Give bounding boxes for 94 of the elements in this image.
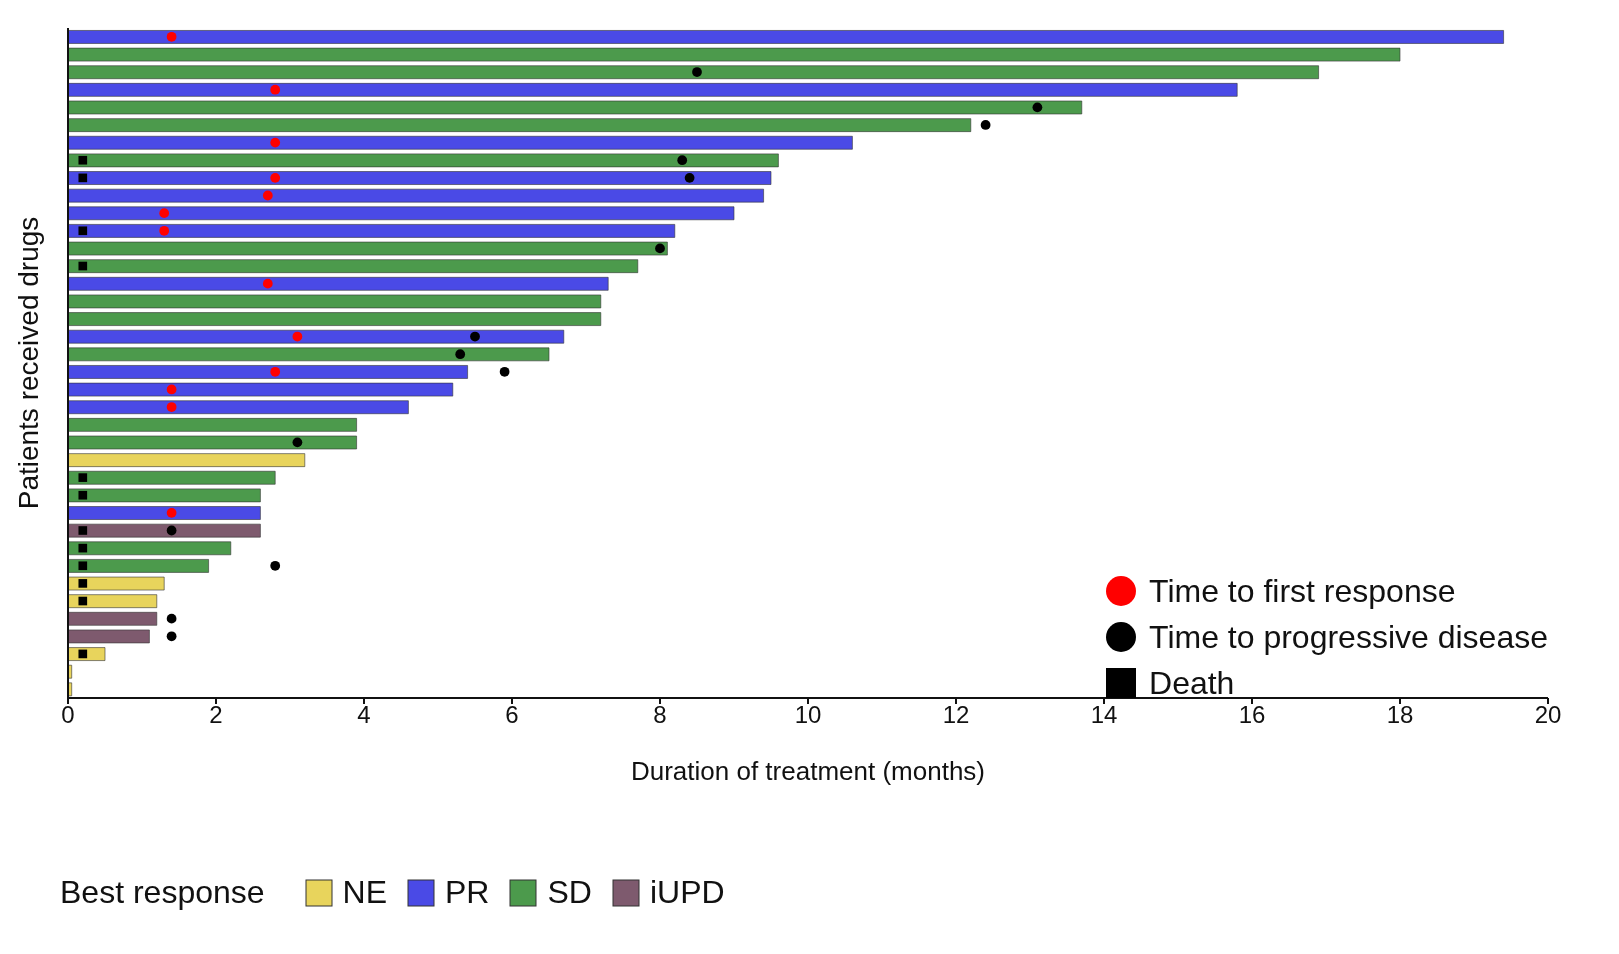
point [270, 366, 281, 377]
bar [68, 135, 853, 150]
point [166, 525, 177, 536]
bar [68, 241, 668, 256]
legend-title: Best response [60, 874, 265, 911]
bar [68, 118, 972, 132]
bar [68, 629, 150, 644]
point [166, 31, 177, 42]
point [270, 137, 281, 148]
point [78, 155, 88, 165]
bar [68, 171, 772, 185]
bar [68, 277, 609, 291]
point [455, 349, 466, 360]
point [78, 596, 88, 606]
bar [68, 83, 1238, 97]
legend-label: Death [1149, 664, 1235, 703]
legend-label: Time to first response [1149, 572, 1456, 611]
bar [68, 153, 779, 168]
point [166, 507, 177, 518]
point [166, 631, 177, 642]
point [78, 173, 88, 183]
bar [68, 506, 261, 520]
point [166, 402, 177, 412]
point [270, 560, 281, 571]
point [499, 366, 510, 377]
bar [68, 100, 1083, 115]
x-tick-label: 2 [209, 701, 223, 729]
bar [68, 523, 261, 538]
point [270, 172, 281, 183]
x-tick-label: 10 [794, 701, 822, 729]
point [78, 579, 88, 588]
bar [68, 347, 550, 362]
bar [68, 576, 165, 591]
bar [68, 206, 735, 221]
y-axis-title: Patients received drugs [12, 216, 44, 510]
point [692, 67, 702, 77]
x-tick-label: 12 [942, 701, 970, 729]
x-tick-label: 20 [1534, 701, 1562, 729]
bar [68, 329, 565, 344]
point [677, 155, 688, 166]
point [166, 384, 177, 395]
bar [68, 312, 602, 326]
point [78, 526, 88, 535]
x-tick-label: 6 [505, 701, 519, 729]
bar [68, 65, 1319, 80]
bar [68, 400, 409, 415]
bar [68, 594, 158, 608]
point [159, 208, 170, 219]
point [262, 190, 273, 201]
x-tick-label: 14 [1090, 701, 1118, 729]
point [159, 225, 170, 236]
point [655, 243, 665, 254]
bar [68, 30, 1504, 44]
x-axis-title: Duration of treatment (months) [630, 756, 986, 786]
point [292, 437, 303, 448]
point [78, 561, 88, 571]
point [78, 490, 88, 500]
bar [68, 559, 209, 573]
bar [68, 541, 232, 556]
point [270, 84, 281, 95]
bar [68, 435, 357, 450]
bar [68, 453, 306, 467]
bar [68, 382, 454, 397]
bar [68, 470, 276, 485]
legend-label: SD [547, 874, 592, 911]
point [78, 543, 88, 553]
point [980, 120, 991, 130]
legend-label: iUPD [649, 874, 725, 911]
bar [68, 47, 1401, 62]
bar [68, 294, 602, 309]
x-tick-label: 16 [1238, 701, 1266, 729]
legend-label: NE [342, 874, 388, 911]
point [262, 278, 273, 289]
bar [68, 188, 764, 203]
point [684, 172, 695, 183]
point [292, 331, 303, 342]
x-tick-label: 18 [1386, 701, 1414, 729]
point [78, 226, 88, 236]
x-tick-label: 4 [357, 701, 371, 729]
legend-label: Time to progressive disease [1149, 618, 1548, 657]
bar [68, 365, 468, 379]
point [1032, 102, 1043, 113]
bar [68, 418, 357, 432]
point [166, 613, 177, 624]
x-tick-label: 0 [61, 701, 75, 729]
point [78, 261, 88, 271]
point [78, 473, 88, 482]
bar [68, 224, 676, 238]
point [470, 331, 480, 342]
bar [68, 612, 158, 626]
bar [68, 259, 639, 273]
x-tick-label: 8 [653, 701, 667, 729]
legend-label: PR [445, 874, 490, 911]
bar [68, 488, 261, 503]
